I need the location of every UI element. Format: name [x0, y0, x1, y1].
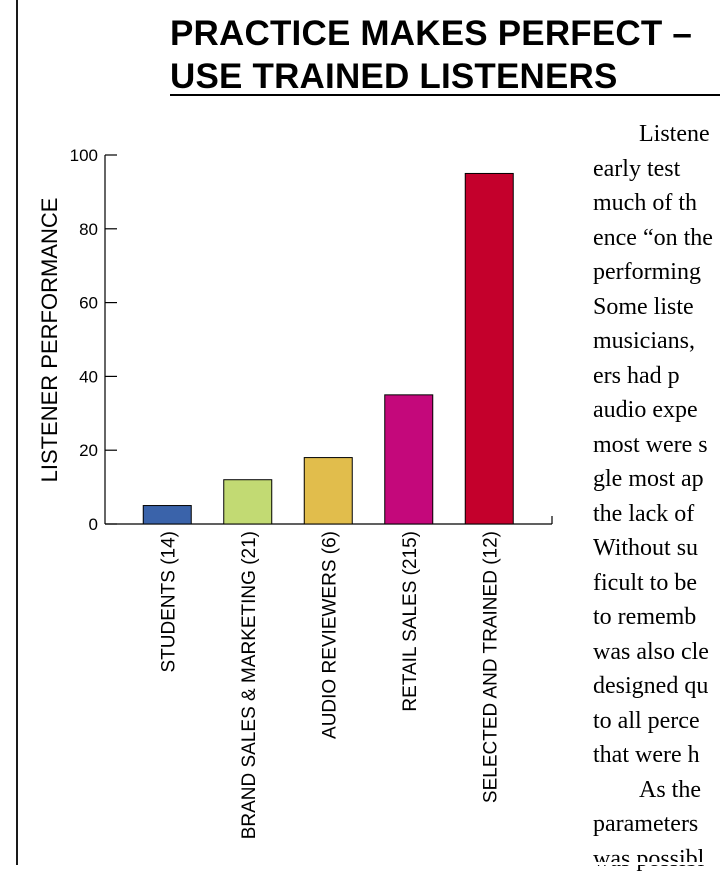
article-line: early test [593, 152, 728, 187]
y-tick-label: 20 [79, 441, 98, 460]
article-line: ence “on the [593, 221, 728, 256]
article-line: parameters [593, 807, 728, 842]
x-category-label: STUDENTS (14) [158, 531, 179, 672]
bar [143, 506, 191, 524]
bar [224, 480, 272, 524]
article-line: that were h [593, 738, 728, 773]
x-category-label: BRAND SALES & MARKETING (21) [239, 531, 260, 839]
article-line: most were s [593, 428, 728, 463]
article-line: much of th [593, 186, 728, 221]
article-line: the lack of [593, 497, 728, 532]
bar [465, 173, 513, 524]
article-line: audio expe [593, 393, 728, 428]
x-category-label: RETAIL SALES (215) [400, 531, 421, 712]
article-line: was possibl [593, 842, 728, 876]
bar [385, 395, 433, 524]
article-line: ficult to be [593, 566, 728, 601]
y-tick-label: 0 [89, 515, 98, 534]
bar [304, 458, 352, 524]
page-edge [720, 0, 728, 865]
article-line: performing [593, 255, 728, 290]
article-line: Some liste [593, 290, 728, 325]
x-category-label: AUDIO REVIEWERS (6) [319, 531, 340, 739]
article-line: to rememb [593, 600, 728, 635]
article-line: ers had p [593, 359, 728, 394]
y-tick-label: 60 [79, 294, 98, 313]
article-line: musicians, [593, 324, 728, 359]
article-line: was also cle [593, 635, 728, 670]
article-line: Listene [593, 117, 728, 152]
x-category-label: SELECTED AND TRAINED (12) [480, 531, 501, 803]
y-tick-label: 40 [79, 367, 98, 386]
y-tick-label: 100 [70, 146, 98, 165]
article-line: to all perce [593, 704, 728, 739]
article-line: As the [593, 773, 728, 808]
y-axis-title: LISTENER PERFORMANCE [37, 198, 62, 483]
article-line: Without su [593, 531, 728, 566]
article-line: designed qu [593, 669, 728, 704]
article-line: gle most ap [593, 462, 728, 497]
y-tick-label: 80 [79, 220, 98, 239]
